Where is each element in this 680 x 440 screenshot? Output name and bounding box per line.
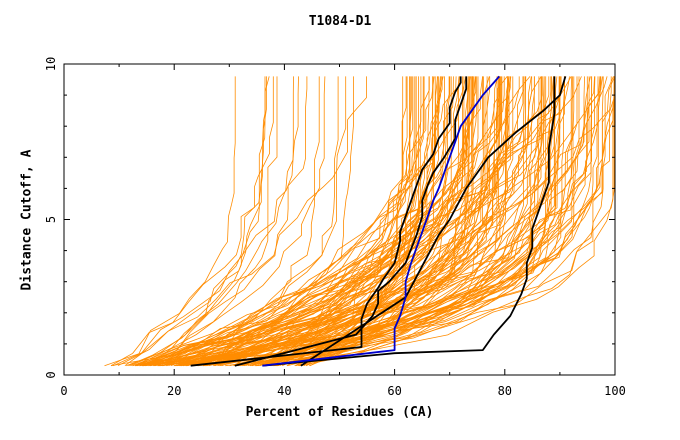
model-curve (191, 76, 532, 367)
chart-title: T1084-D1 (308, 14, 372, 29)
x-tick-label: 0 (60, 384, 67, 398)
model-curve (192, 76, 412, 367)
model-curve (237, 76, 573, 367)
model-curve (142, 76, 588, 367)
model-curve (158, 76, 585, 367)
background-models (104, 76, 616, 367)
model-curve (173, 76, 561, 367)
model-curve (135, 76, 326, 367)
model-curve (286, 76, 474, 367)
model-curve (234, 76, 430, 367)
model-curve (140, 76, 320, 367)
model-curve (117, 76, 367, 367)
model-curve (130, 76, 294, 367)
model-curve (137, 76, 615, 367)
model-curve (191, 76, 467, 367)
model-curve (233, 76, 593, 367)
model-curve (180, 76, 510, 367)
model-curve (170, 76, 460, 367)
model-curve (273, 76, 616, 367)
model-curve (277, 76, 555, 367)
model-curve (110, 76, 274, 367)
model-curve (143, 76, 614, 367)
model-curve (124, 76, 267, 367)
model-curve (132, 76, 454, 367)
model-curve (287, 76, 543, 367)
model-curve (145, 76, 308, 367)
model-curve (157, 76, 592, 367)
model-curve (159, 76, 508, 367)
model-curve (187, 76, 422, 367)
x-tick-label: 40 (277, 384, 291, 398)
model-curve (229, 76, 473, 367)
model-curve (194, 76, 510, 367)
model-curve (143, 76, 616, 367)
model-curve (175, 76, 471, 367)
model-curve (134, 76, 578, 367)
model-curve (244, 76, 469, 367)
highlighted-series (190, 75, 567, 367)
x-tick-label: 60 (387, 384, 401, 398)
y-tick-label: 10 (44, 57, 58, 71)
series-line-black-3 (262, 76, 556, 367)
model-curve (183, 76, 463, 367)
model-curve (219, 76, 596, 367)
series-line-black-1 (190, 76, 462, 367)
series-line-black-4 (300, 76, 567, 367)
model-curve (304, 76, 483, 366)
y-axis-label: Distance Cutoff, A (19, 149, 35, 291)
model-curve (139, 76, 355, 367)
x-tick-label: 100 (604, 384, 626, 398)
model-curve (179, 76, 526, 367)
model-curve (159, 76, 603, 367)
y-tick-label: 0 (44, 371, 58, 378)
model-curve (295, 76, 599, 367)
axis-ticks: 0 20 40 60 80 100 0 5 10 (44, 57, 626, 398)
model-curve (148, 76, 441, 367)
model-curve (110, 76, 339, 367)
model-curve (154, 76, 477, 367)
model-curve (275, 76, 488, 367)
model-curve (204, 76, 570, 367)
model-curve (295, 76, 510, 367)
model-curve (113, 76, 299, 367)
model-curve (299, 76, 580, 367)
series-line-black-2 (234, 76, 468, 367)
model-curve (153, 76, 502, 367)
model-curve (298, 76, 542, 367)
model-curve (126, 76, 347, 367)
x-tick-label: 20 (167, 384, 181, 398)
model-curve (159, 76, 434, 367)
model-curve (271, 76, 575, 367)
y-tick-label: 5 (44, 216, 58, 223)
x-tick-label: 80 (498, 384, 512, 398)
series-line-blue (262, 75, 500, 367)
x-axis-label: Percent of Residues (CA) (245, 405, 434, 420)
model-curve (252, 76, 509, 367)
model-curve (186, 76, 498, 367)
model-curve (277, 76, 472, 367)
model-curve (145, 76, 582, 367)
model-curve (249, 76, 615, 367)
model-curve (203, 76, 501, 367)
model-curve (128, 76, 266, 367)
model-curve (181, 76, 542, 367)
model-curve (137, 76, 424, 367)
model-curve (259, 76, 565, 367)
model-curve (146, 76, 270, 367)
model-curve (150, 76, 567, 367)
model-curve (104, 76, 236, 367)
model-curve (300, 76, 483, 367)
model-curve (208, 76, 500, 367)
